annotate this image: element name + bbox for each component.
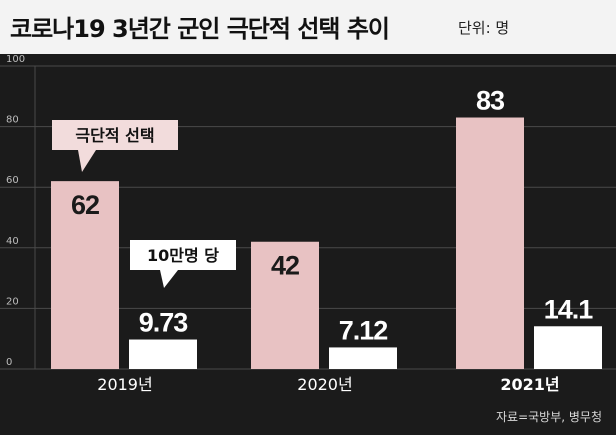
chart-title: 코로나19 3년간 군인 극단적 선택 추이 <box>10 15 390 43</box>
y-tick-label: 0 <box>6 357 12 368</box>
bar <box>329 347 397 369</box>
annotation-label: 10만명 당 <box>147 246 219 265</box>
x-tick-label: 2021년 <box>500 375 559 394</box>
x-tick-label: 2019년 <box>97 375 152 394</box>
callout-pointer <box>160 270 178 288</box>
y-tick-label: 100 <box>6 54 25 65</box>
title-bar: 코로나19 3년간 군인 극단적 선택 추이 단위: 명 <box>0 0 616 54</box>
bar-chart: 0 20 40 60 80 100 62 9.73 2019년 42 7.12 2020년 83 14.1… <box>0 54 616 394</box>
bar <box>129 339 197 369</box>
y-tick-label: 80 <box>6 115 19 126</box>
data-label: 83 <box>476 86 505 116</box>
source-note: 자료=국방부, 병무청 <box>495 410 602 424</box>
y-tick-label: 40 <box>6 236 19 247</box>
data-label: 62 <box>71 190 99 220</box>
data-label: 42 <box>271 251 299 281</box>
bar <box>51 181 119 369</box>
y-tick-label: 60 <box>6 175 19 186</box>
annotation-label: 극단적 선택 <box>75 126 154 145</box>
bar <box>534 326 602 369</box>
bar <box>456 117 524 369</box>
y-tick-label: 20 <box>6 296 19 307</box>
unit-label: 단위: 명 <box>458 19 510 37</box>
data-label: 7.12 <box>339 315 388 345</box>
data-label: 14.1 <box>544 294 594 324</box>
callout-pointer <box>78 150 96 172</box>
x-tick-label: 2020년 <box>297 375 352 394</box>
callout-box <box>130 240 236 270</box>
data-label: 9.73 <box>139 308 189 338</box>
bar <box>251 241 319 369</box>
callout-box <box>52 120 178 150</box>
